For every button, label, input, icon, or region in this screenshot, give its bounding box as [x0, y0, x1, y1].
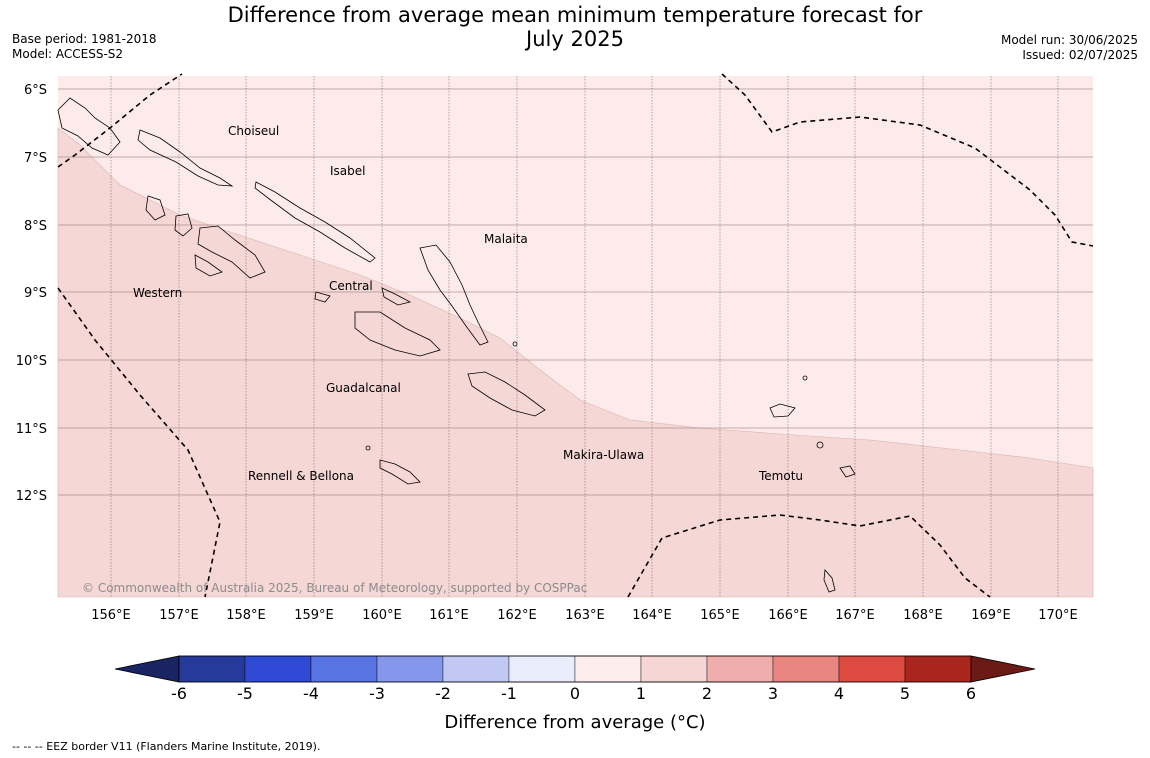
lat-label: 12°S — [16, 489, 47, 504]
model-name: Model: ACCESS-S2 — [12, 47, 124, 61]
label-western: Western — [133, 286, 182, 300]
colorbar-segment — [706, 655, 774, 683]
latitude-labels: 6°S 7°S 8°S 9°S 10°S 11°S 12°S — [16, 83, 47, 504]
lat-label: 7°S — [24, 151, 47, 166]
colorbar-segment — [442, 655, 510, 683]
colorbar-tick-label: 3 — [768, 684, 778, 703]
lon-label: 162°E — [497, 608, 537, 623]
eez-footnote: -- -- -- EEZ border V11 (Flanders Marine… — [12, 740, 321, 753]
colorbar: -6 -5 -4 -3 -2 -1 0 1 2 3 4 5 6 Difference from aver… — [114, 655, 1036, 733]
colorbar-tick-label: -1 — [501, 684, 517, 703]
colorbar-tick-label: 0 — [570, 684, 580, 703]
lon-label: 165°E — [700, 608, 740, 623]
lon-label: 163°E — [565, 608, 605, 623]
colorbar-segment — [508, 655, 576, 683]
base-period: Base period: 1981-2018 — [12, 32, 157, 46]
colorbar-tick-label: -3 — [369, 684, 385, 703]
forecast-map: Choiseul Isabel Malaita Western Central … — [16, 73, 1094, 733]
colorbar-over-arrow — [970, 655, 1036, 683]
lon-label: 164°E — [632, 608, 672, 623]
lon-label: 170°E — [1038, 608, 1078, 623]
colorbar-tick-label: -4 — [303, 684, 319, 703]
meta-right: Model run: 30/06/2025 Issued: 02/07/2025 — [1001, 33, 1138, 63]
colorbar-tick-label: 5 — [900, 684, 910, 703]
map-title: Difference from average mean minimum tem… — [200, 3, 950, 51]
lon-label: 160°E — [362, 608, 402, 623]
lon-label: 159°E — [294, 608, 334, 623]
label-guadalcanal: Guadalcanal — [326, 381, 401, 395]
colorbar-segment — [574, 655, 642, 683]
lon-label: 169°E — [971, 608, 1011, 623]
label-rennell-bellona: Rennell & Bellona — [248, 469, 354, 483]
label-makira-ulawa: Makira-Ulawa — [563, 448, 644, 462]
coastlines — [57, 97, 856, 593]
province-labels: Choiseul Isabel Malaita Western Central … — [133, 124, 803, 483]
title-line-1: Difference from average mean minimum tem… — [227, 3, 923, 27]
lat-label: 9°S — [24, 286, 47, 301]
label-temotu: Temotu — [758, 469, 803, 483]
colorbar-tick-label: -2 — [435, 684, 451, 703]
model-run: Model run: 30/06/2025 — [1000, 33, 1138, 47]
colorbar-segment — [772, 655, 840, 683]
title-line-2: July 2025 — [526, 27, 624, 51]
colorbar-segment — [838, 655, 906, 683]
colorbar-segment — [244, 655, 312, 683]
lon-label: 168°E — [903, 608, 943, 623]
lat-label: 11°S — [16, 422, 47, 437]
colorbar-label: Difference from average (°C) — [444, 712, 705, 733]
colorbar-under-arrow — [114, 655, 180, 683]
lon-label: 167°E — [835, 608, 875, 623]
map-band-1-2 — [57, 127, 1094, 598]
colorbar-segment — [310, 655, 378, 683]
colorbar-tick-label: -5 — [237, 684, 253, 703]
colorbar-tick-label: 6 — [966, 684, 976, 703]
label-central: Central — [329, 279, 373, 293]
meta-left: Base period: 1981-2018 Model: ACCESS-S2 — [12, 32, 157, 62]
colorbar-tick-label: -6 — [171, 684, 187, 703]
lon-label: 166°E — [768, 608, 808, 623]
colorbar-segment — [904, 655, 972, 683]
lat-label: 8°S — [24, 219, 47, 234]
colorbar-segments — [178, 655, 972, 683]
label-malaita: Malaita — [484, 232, 528, 246]
lon-label: 157°E — [159, 608, 199, 623]
colorbar-segment — [640, 655, 708, 683]
copyright-text: © Commonwealth of Australia 2025, Bureau… — [82, 581, 587, 595]
colorbar-tick-label: 4 — [834, 684, 844, 703]
lon-label: 161°E — [429, 608, 469, 623]
lat-label: 10°S — [16, 354, 47, 369]
colorbar-tick-label: 1 — [636, 684, 646, 703]
lon-label: 158°E — [226, 608, 266, 623]
colorbar-segment — [376, 655, 444, 683]
colorbar-segment — [178, 655, 246, 683]
longitude-labels: 156°E 157°E 158°E 159°E 160°E 161°E 162°… — [91, 608, 1078, 623]
lat-label: 6°S — [24, 83, 47, 98]
graticule — [58, 76, 1093, 597]
issued-date: Issued: 02/07/2025 — [1022, 48, 1138, 62]
colorbar-ticks: -6 -5 -4 -3 -2 -1 0 1 2 3 4 5 6 — [171, 684, 976, 703]
label-isabel: Isabel — [330, 164, 365, 178]
label-choiseul: Choiseul — [228, 124, 279, 138]
colorbar-tick-label: 2 — [702, 684, 712, 703]
lon-label: 156°E — [91, 608, 131, 623]
